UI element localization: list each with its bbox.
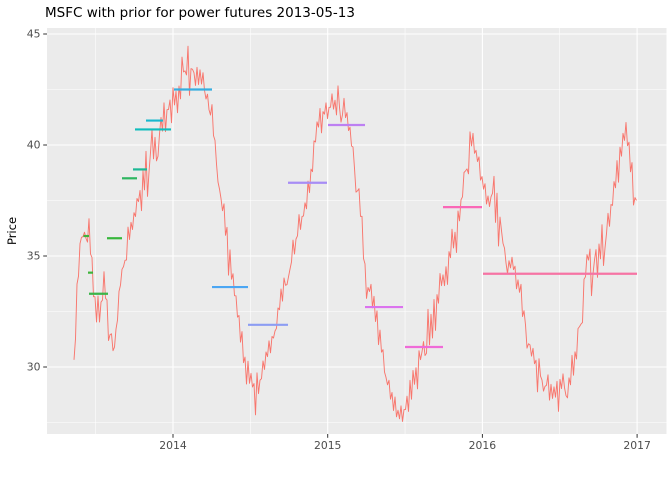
x-tick-label: 2017 <box>623 439 650 452</box>
y-tick-label: 45 <box>27 28 41 41</box>
x-tick-label: 2016 <box>469 439 497 452</box>
x-tick-label: 2015 <box>314 439 341 452</box>
panel-background <box>47 28 667 434</box>
y-tick-label: 30 <box>27 361 41 374</box>
x-tick-label: 2014 <box>159 439 187 452</box>
y-tick-label: 40 <box>27 139 41 152</box>
y-tick-label: 35 <box>27 250 41 263</box>
price-line <box>73 45 637 422</box>
y-axis-title: Price <box>5 216 19 246</box>
chart-title: MSFC with prior for power futures 2013-0… <box>45 5 355 21</box>
